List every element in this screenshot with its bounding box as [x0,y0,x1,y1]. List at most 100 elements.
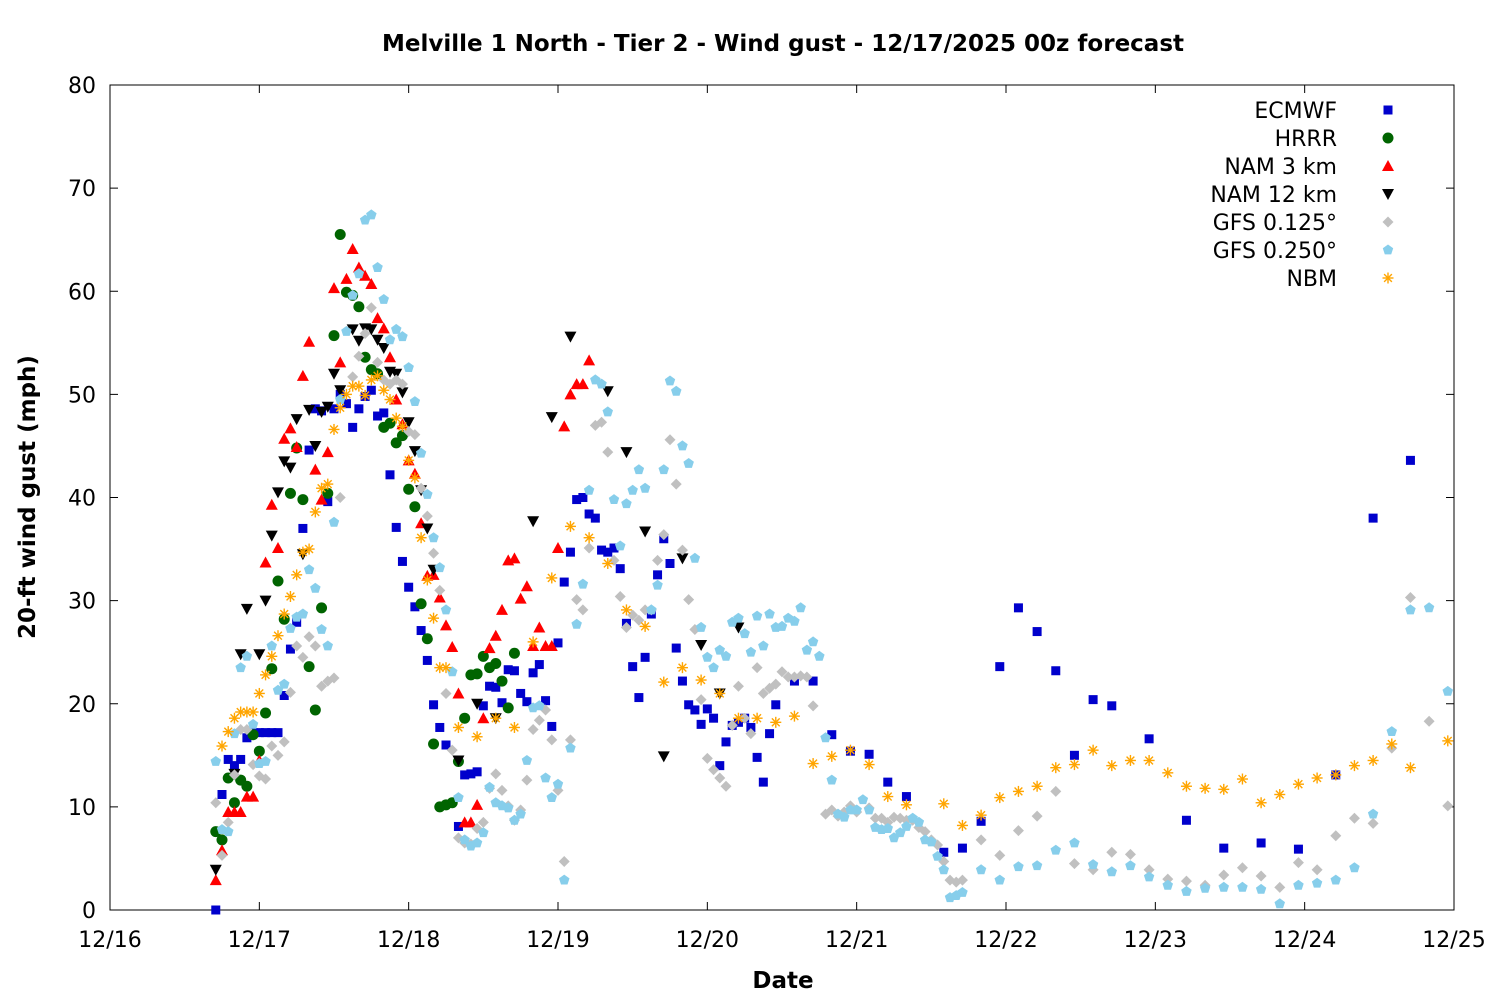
data-point [372,262,383,272]
data-point [489,629,502,641]
data-point [683,458,694,468]
data-point [601,386,614,398]
legend-marker-triangle-down-icon [1382,189,1394,200]
data-point [216,740,228,752]
data-point [640,652,650,662]
data-point [1386,726,1397,736]
data-point [1236,773,1248,785]
data-point [546,734,558,746]
data-point [578,493,588,502]
data-point [826,750,838,762]
data-point [720,650,732,661]
data-point [534,700,545,711]
data-point [956,874,968,886]
data-point [403,362,414,372]
data-point [1423,602,1435,613]
data-point [1386,738,1398,750]
data-point [416,626,426,636]
data-point [559,874,570,885]
data-point [639,482,651,493]
data-point [365,324,378,336]
data-point [676,662,688,674]
data-point [901,792,911,802]
data-point [572,495,582,505]
data-point [994,874,1005,885]
y-axis-label: 20-ft wind gust (mph) [15,355,41,639]
data-point [901,821,912,831]
data-point [1293,844,1303,854]
data-point [627,609,639,621]
data-point [1292,778,1304,790]
legend: ECMWF HRRR NAM 3 km NAM 12 km GFS 0.125° GFS … [1210,99,1394,292]
data-point [733,612,744,623]
data-point [1237,881,1248,892]
data-point [976,816,986,826]
data-point [234,649,247,661]
data-point [278,432,291,444]
x-axis-label: Date [752,968,813,994]
legend-label: GFS 0.125° [1213,211,1337,236]
data-point [377,322,390,334]
data-point [1349,862,1360,873]
data-point [676,553,689,565]
data-point [751,610,763,621]
data-point [615,564,625,574]
data-point [396,378,408,390]
data-point [664,375,676,386]
data-point [247,790,260,802]
data-point [210,797,222,809]
data-point [272,575,284,587]
data-point [284,686,296,698]
data-point [764,608,775,619]
data-point [1143,871,1155,882]
data-point [309,440,322,452]
y-tick-label: 60 [68,280,96,305]
data-point [714,772,726,784]
data-point [677,676,687,686]
data-points [209,209,1454,915]
data-point [316,482,328,494]
x-tick-label: 12/18 [377,928,440,953]
data-point [527,516,540,528]
data-point [260,773,272,785]
data-point [602,446,614,458]
data-point [939,847,949,857]
data-point [348,422,358,432]
data-point [1367,817,1379,829]
data-point [714,687,726,699]
data-point [1181,885,1192,896]
data-point [292,617,302,627]
data-point [378,384,390,396]
legend-marker-pentagon-icon [1382,244,1394,255]
data-point [634,693,644,703]
data-point [297,494,309,506]
data-point [1367,808,1379,819]
data-point [259,595,272,607]
data-point [440,604,452,615]
data-point [577,604,589,616]
data-point [1069,750,1079,760]
data-point [714,644,725,655]
data-point [265,530,278,542]
data-point [1330,769,1342,781]
data-point [303,543,315,555]
data-point [391,522,401,532]
data-point [702,704,712,714]
data-point [558,420,571,432]
data-point [807,636,819,647]
data-point [1293,879,1304,890]
data-point [653,570,663,580]
data-point [957,843,967,853]
data-point [309,640,321,652]
data-point [328,330,340,342]
data-point [216,849,228,861]
data-point [491,682,501,692]
data-point [298,523,308,533]
data-point [428,738,440,750]
data-point [346,324,359,336]
data-point [745,728,757,740]
series-nam-3-km [209,242,596,886]
data-point [1199,782,1211,794]
data-point [552,778,564,789]
x-tick-label: 12/21 [825,928,888,953]
